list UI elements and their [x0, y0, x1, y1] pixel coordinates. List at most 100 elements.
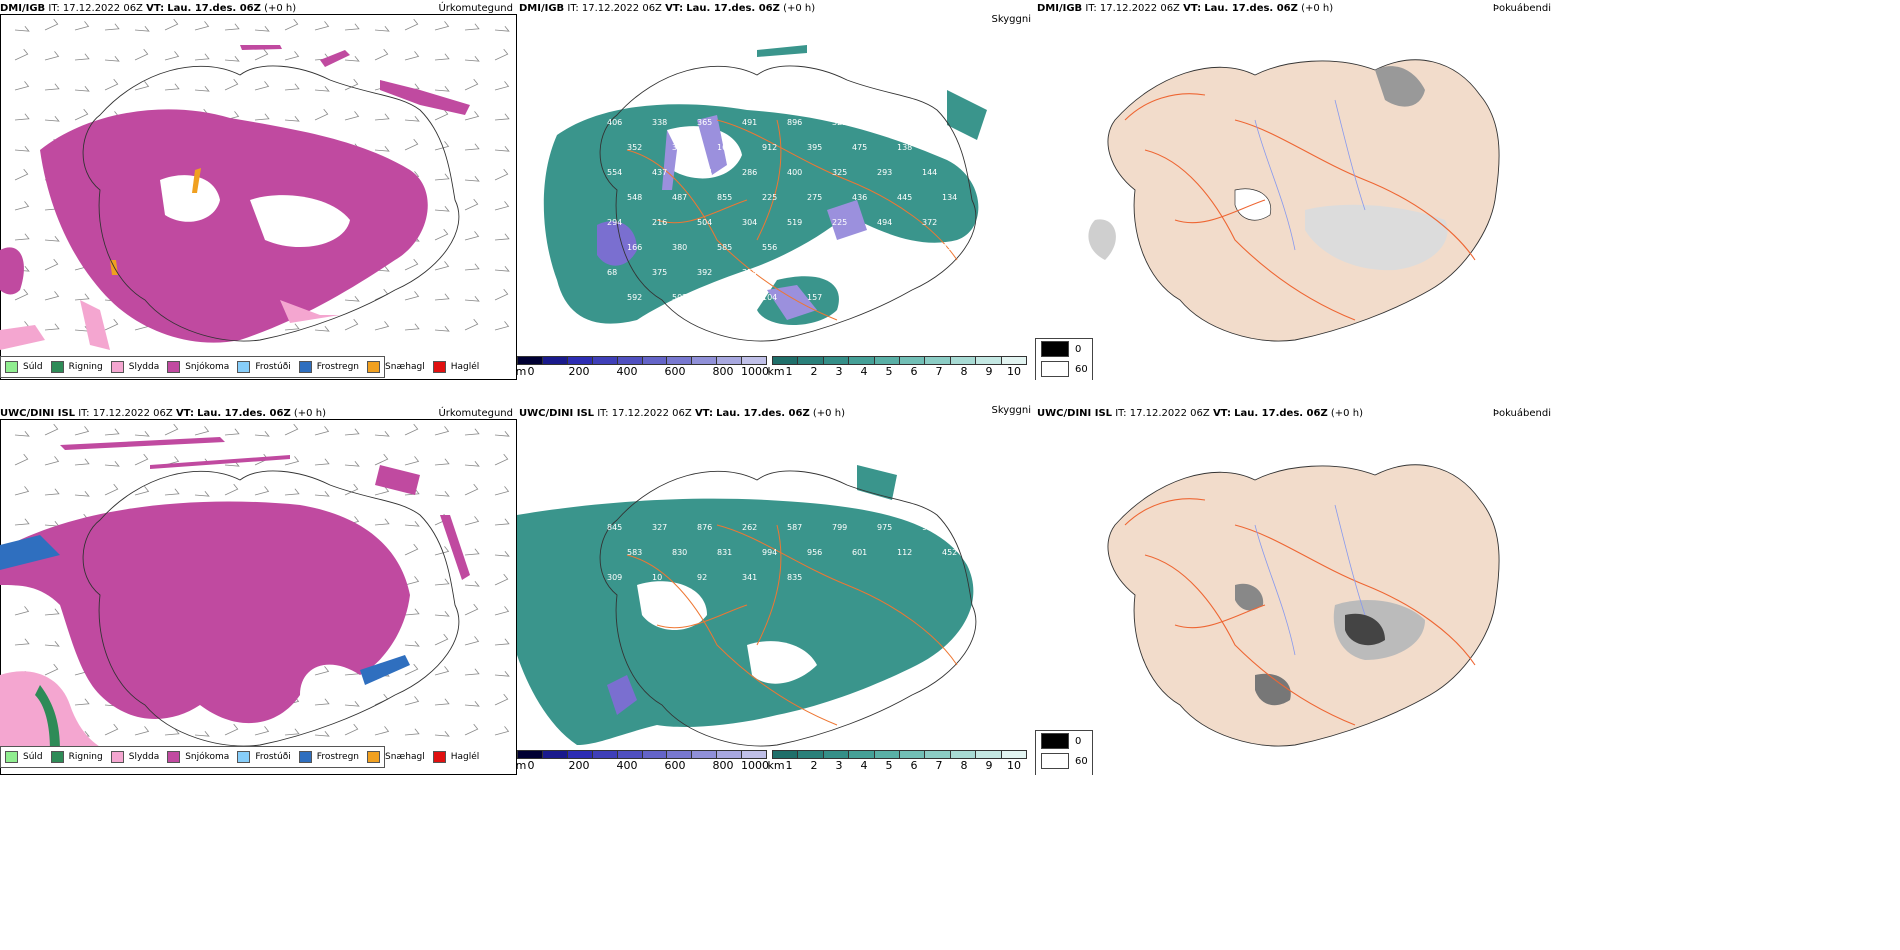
wind-barb: [374, 726, 390, 736]
visibility-label: 157: [807, 293, 822, 302]
wind-barb: [194, 730, 210, 737]
wind-barb: [314, 730, 330, 737]
visibility-label: 286: [742, 168, 757, 177]
visibility-label: 399: [717, 293, 732, 302]
wind-barb: [494, 288, 509, 301]
wind-barb: [404, 696, 420, 706]
panel-name: Skyggni: [991, 14, 1031, 25]
wind-barb: [464, 175, 480, 182]
wind-barb: [404, 520, 420, 527]
wind-barb: [344, 78, 359, 91]
wind-barb: [344, 700, 360, 707]
colorbar-ticks: m 0 200 400 600 800 1000: [517, 759, 769, 772]
legend-item: Rigning: [50, 361, 103, 373]
wind-barb: [164, 51, 180, 61]
panel-name: Úrkomutegund: [438, 3, 513, 14]
wind-barb: [344, 318, 359, 331]
wind-barb: [344, 55, 360, 62]
colorbar-tick: 10: [1007, 365, 1021, 378]
wind-barb: [314, 666, 330, 676]
wind-barb: [434, 490, 450, 497]
wind-barb: [464, 580, 480, 587]
wind-barb: [164, 423, 179, 436]
colorbar-ticks: km 1 2 3 4 5 6 7 8 9 10: [767, 759, 1027, 772]
wind-barb: [44, 663, 59, 676]
wind-barb: [494, 693, 509, 706]
wind-barb: [44, 423, 59, 436]
visibility-label: 304: [742, 218, 757, 227]
colorbar-tick: 9: [985, 365, 993, 378]
wind-barb: [194, 21, 210, 31]
wind-barb: [104, 55, 120, 62]
wind-barb: [404, 258, 419, 271]
visibility-label: 507: [672, 293, 687, 302]
colorbar-tick: 1: [785, 365, 793, 378]
panel-title: DMI/IGB IT: 17.12.2022 06Z VT: Lau. 17.d…: [519, 3, 816, 14]
wind-barb: [494, 321, 510, 331]
wind-barb: [104, 723, 119, 736]
wind-barb: [404, 543, 419, 556]
visibility-label: 325: [672, 143, 687, 152]
wind-barb: [434, 293, 450, 301]
visibility-label: 325: [832, 168, 847, 177]
colorbar-tick: 2: [810, 365, 818, 378]
colorbar-cell: [900, 751, 926, 758]
legend-item: Snjókoma: [167, 361, 229, 373]
visibility-label: 436: [852, 193, 867, 202]
wind-barb: [374, 518, 390, 526]
panel-name: Skyggni: [991, 405, 1031, 416]
wind-barb: [44, 83, 60, 91]
wind-barb: [314, 458, 330, 466]
wind-barb: [164, 488, 180, 496]
wind-barb: [284, 728, 300, 736]
wind-barb: [494, 638, 510, 646]
wind-barb: [254, 726, 270, 736]
wind-barb: [494, 113, 510, 121]
wind-barb: [404, 138, 419, 151]
colorbar-tick: 1000: [741, 365, 769, 378]
colorbar-cell: [950, 751, 977, 758]
colorbar-tick: 1: [785, 759, 793, 772]
visibility-label: 338: [652, 118, 667, 127]
wind-barb: [254, 48, 269, 61]
wind-barb: [284, 456, 300, 466]
wind-barb: [164, 728, 180, 736]
wind-barb: [224, 723, 239, 736]
wind-barb: [404, 423, 419, 436]
wind-barb: [434, 633, 449, 646]
wind-barb: [104, 428, 120, 436]
wind-barb: [74, 490, 90, 497]
wind-barb: [284, 115, 300, 122]
precip-map-row2: [0, 423, 510, 750]
wind-barb: [104, 23, 120, 31]
wind-barb: [464, 55, 480, 62]
visibility-label: 494: [877, 218, 892, 227]
wind-barb: [314, 21, 330, 31]
wind-barb: [14, 48, 29, 61]
wind-barb: [74, 85, 90, 92]
wind-barb: [284, 323, 300, 331]
wind-barb: [494, 145, 510, 152]
visibility-label: 896: [787, 118, 802, 127]
visibility-label: 112: [897, 548, 912, 557]
colorbar-cells: [517, 356, 767, 365]
visibility-label: 876: [697, 523, 712, 532]
colorbar-unit: m: [517, 759, 527, 772]
colorbar-tick: 8: [960, 759, 968, 772]
visibility-label: 554: [607, 168, 622, 177]
wind-barb: [404, 728, 420, 736]
legend-item: Frostregn: [298, 361, 359, 373]
legend-item: Súld: [5, 751, 43, 763]
wind-barb: [464, 668, 480, 676]
wind-barb: [404, 640, 420, 647]
visibility-m-colorbar: m 0 200 400 600 800 1000: [517, 750, 769, 772]
colorbar-cell: [717, 751, 743, 758]
wind-barb: [464, 723, 479, 736]
visibility-label: 347: [897, 243, 912, 252]
wind-barb: [254, 81, 270, 91]
visibility-label: 297: [942, 243, 957, 252]
colorbar-cell: [667, 751, 693, 758]
colorbar-tick: 5: [885, 759, 893, 772]
colorbar-cell: [592, 751, 618, 758]
colorbar-cell: [567, 751, 593, 758]
